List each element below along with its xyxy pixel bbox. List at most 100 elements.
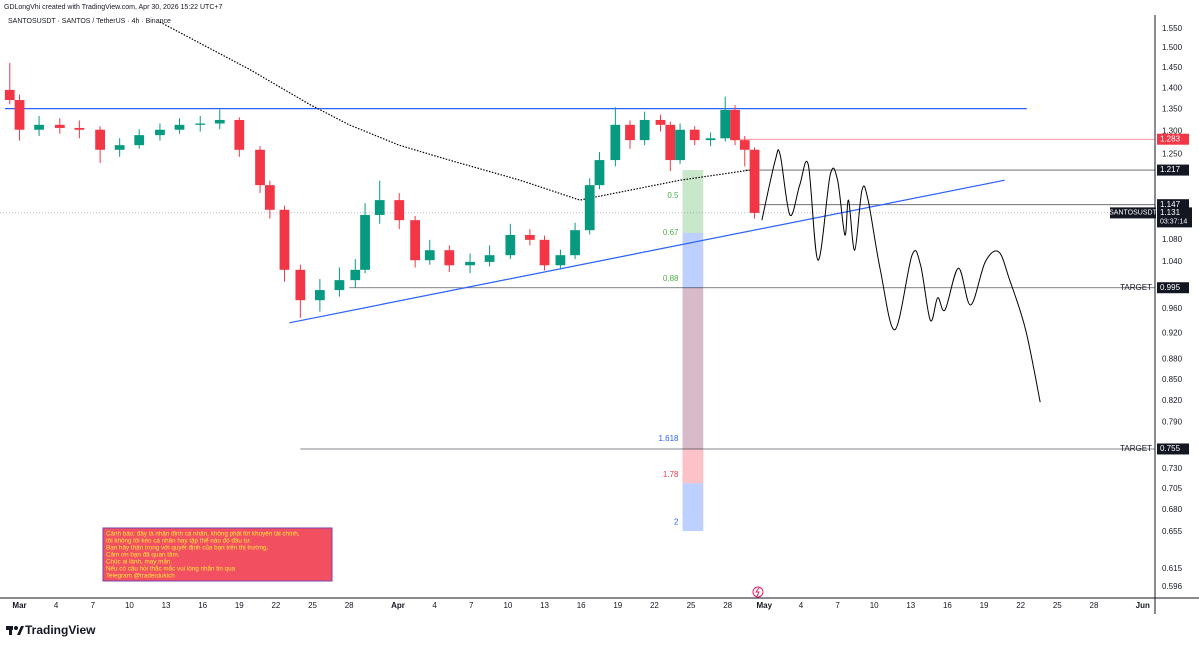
level-tag-text: TARGET (1120, 283, 1152, 292)
candle-body (584, 185, 595, 231)
y-tick-label: 1.400 (1162, 83, 1183, 92)
y-tick-label: 0.960 (1162, 304, 1183, 313)
candle-body (279, 209, 290, 270)
x-tick-label: 7 (91, 601, 96, 610)
candle-body (114, 145, 125, 150)
x-tick-label: 28 (723, 601, 732, 610)
warning-box (102, 527, 333, 582)
level-price-tag: 1.283 (1160, 134, 1181, 143)
candle-body (655, 119, 666, 125)
y-tick-label: 1.450 (1162, 63, 1183, 72)
x-tick-label: 19 (980, 601, 989, 610)
y-tick-label: 0.680 (1162, 505, 1183, 514)
last-price: 1.131 (1160, 208, 1181, 217)
candle-body (174, 124, 185, 130)
moving-average (159, 21, 750, 201)
y-tick-label: 1.300 (1162, 127, 1183, 136)
x-tick-label: 25 (687, 601, 696, 610)
fib-zone (682, 448, 704, 484)
candle-body (525, 234, 535, 240)
lightning-icon (752, 586, 764, 598)
x-tick-label: 10 (870, 601, 879, 610)
x-tick-label: 22 (271, 601, 280, 610)
fib-label: 1.78 (663, 470, 679, 479)
x-tick-label: Apr (391, 601, 405, 610)
candle-body (350, 269, 361, 281)
y-tick-label: 0.730 (1162, 464, 1183, 473)
candle-body (465, 261, 475, 266)
x-tick-label: 10 (125, 601, 134, 610)
level-price-tag-bg (1157, 282, 1189, 294)
fib-label: 0.5 (667, 191, 679, 200)
x-tick-label: 25 (308, 601, 317, 610)
candle-body (749, 149, 760, 213)
y-tick-label: 1.250 (1162, 150, 1183, 159)
fib-zone (682, 232, 704, 288)
y-tick-label: 0.655 (1162, 527, 1183, 536)
y-tick-label: 1.040 (1162, 257, 1183, 266)
x-tick-label: 16 (577, 601, 586, 610)
candle-body (555, 255, 566, 266)
x-tick-label: 28 (345, 601, 354, 610)
symbol-tag: SANTOSUSDT (1109, 210, 1157, 217)
trend-line (289, 179, 1005, 324)
candle-body (444, 250, 455, 266)
event-icon (755, 587, 760, 597)
x-tick-label: 4 (54, 601, 59, 610)
level-price-tag: 1.147 (1160, 200, 1181, 209)
x-tick-label: 16 (943, 601, 952, 610)
fib-zone (682, 170, 704, 233)
y-tick-label: 0.596 (1162, 582, 1183, 591)
x-tick-label: 4 (799, 601, 804, 610)
x-tick-label: 13 (906, 601, 915, 610)
candle-body (730, 109, 740, 141)
candle-body (570, 230, 580, 256)
candle-body (539, 239, 550, 266)
fib-zone (682, 483, 704, 532)
countdown: 03:37:14 (1160, 219, 1187, 226)
candle-body (424, 250, 435, 261)
candle-body (264, 185, 275, 210)
fib-zone (682, 287, 704, 449)
x-tick-label: 22 (650, 601, 659, 610)
logo-mark (14, 626, 18, 630)
y-tick-label: 0.920 (1162, 329, 1183, 338)
y-tick-label: 0.850 (1162, 375, 1183, 384)
y-tick-label: 1.080 (1162, 235, 1183, 244)
x-tick-label: 4 (432, 601, 437, 610)
candle-body (234, 119, 245, 150)
candle-body (34, 124, 44, 130)
candle-body (54, 124, 65, 128)
plot-area: 0.5 0.67 0.88 1.618 1.78 2 (0, 21, 1155, 532)
y-tick-label: 0.705 (1162, 484, 1183, 493)
candle-body (360, 214, 370, 270)
last-price-bg (1157, 207, 1192, 228)
candle-body (134, 135, 145, 146)
y-tick-label: 0.615 (1162, 564, 1183, 573)
x-tick-label: Mar (12, 601, 26, 610)
candle-body (155, 129, 165, 136)
tradingview-logo: TradingView (6, 623, 96, 637)
fib-label: 2 (674, 517, 679, 526)
symbol-tag-bg (1110, 207, 1156, 219)
candle-body (374, 200, 385, 215)
x-tick-label: 19 (235, 601, 244, 610)
x-tick-label: 16 (198, 601, 207, 610)
candle-body (484, 255, 495, 262)
level-tag-text: TARGET (1120, 444, 1152, 453)
candle-body (720, 109, 731, 139)
candle-body (255, 149, 265, 186)
x-tick-label: 22 (1016, 601, 1025, 610)
candle-body (214, 119, 225, 124)
level-price-tag-bg (1157, 133, 1189, 145)
y-tick-label: 1.550 (1162, 24, 1183, 33)
x-tick-label: 7 (469, 601, 474, 610)
x-tick-label: 28 (1090, 601, 1099, 610)
candle-body (95, 129, 105, 150)
warning-line: Nếu có câu hỏi thắc mắc vui lòng nhắn ti… (106, 564, 236, 573)
candle-body (394, 200, 405, 221)
candle-body (334, 280, 345, 291)
candle-body (505, 234, 516, 256)
x-tick-label: 13 (162, 601, 171, 610)
